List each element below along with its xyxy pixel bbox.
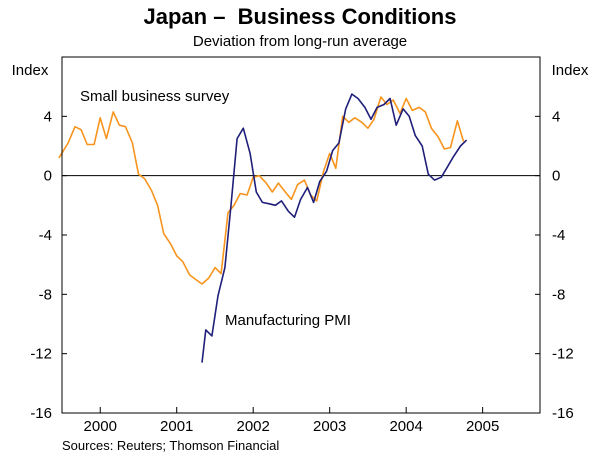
series-line-small-business-survey bbox=[58, 96, 465, 285]
annotation-small-business-survey: Small business survey bbox=[80, 88, 230, 105]
series-line-manufacturing-pmi bbox=[201, 93, 468, 363]
y-tick-label-right: 4 bbox=[552, 108, 560, 125]
y-tick-label-left: -4 bbox=[39, 227, 52, 244]
x-tick-label: 2002 bbox=[237, 418, 270, 435]
x-tick-label: 2001 bbox=[160, 418, 193, 435]
y-tick-label-right: -4 bbox=[552, 227, 565, 244]
y-tick-label-left: -8 bbox=[39, 286, 52, 303]
x-tick-label: 2000 bbox=[84, 418, 117, 435]
y-tick-label-left: 0 bbox=[44, 168, 52, 185]
y-axis-label-left: Index bbox=[12, 62, 49, 79]
x-tick-label: 2004 bbox=[389, 418, 422, 435]
y-tick-label-right: -12 bbox=[552, 346, 574, 363]
annotation-manufacturing-pmi: Manufacturing PMI bbox=[225, 312, 351, 329]
x-tick-label: 2003 bbox=[313, 418, 346, 435]
source-note: Sources: Reuters; Thomson Financial bbox=[62, 438, 280, 453]
y-axis-label-right: Index bbox=[552, 62, 589, 79]
y-tick-label-right: -16 bbox=[552, 405, 574, 422]
plot-frame bbox=[61, 56, 541, 414]
y-tick-label-right: -8 bbox=[552, 286, 565, 303]
x-tick-label: 2005 bbox=[466, 418, 499, 435]
y-tick-label-left: 4 bbox=[44, 108, 52, 125]
y-tick-label-right: 0 bbox=[552, 168, 560, 185]
chart-title: Japan – Business Conditions bbox=[143, 4, 457, 29]
chart-subtitle: Deviation from long-run average bbox=[192, 33, 408, 50]
y-tick-label-left: -12 bbox=[30, 346, 52, 363]
y-tick-label-left: -16 bbox=[30, 405, 52, 422]
